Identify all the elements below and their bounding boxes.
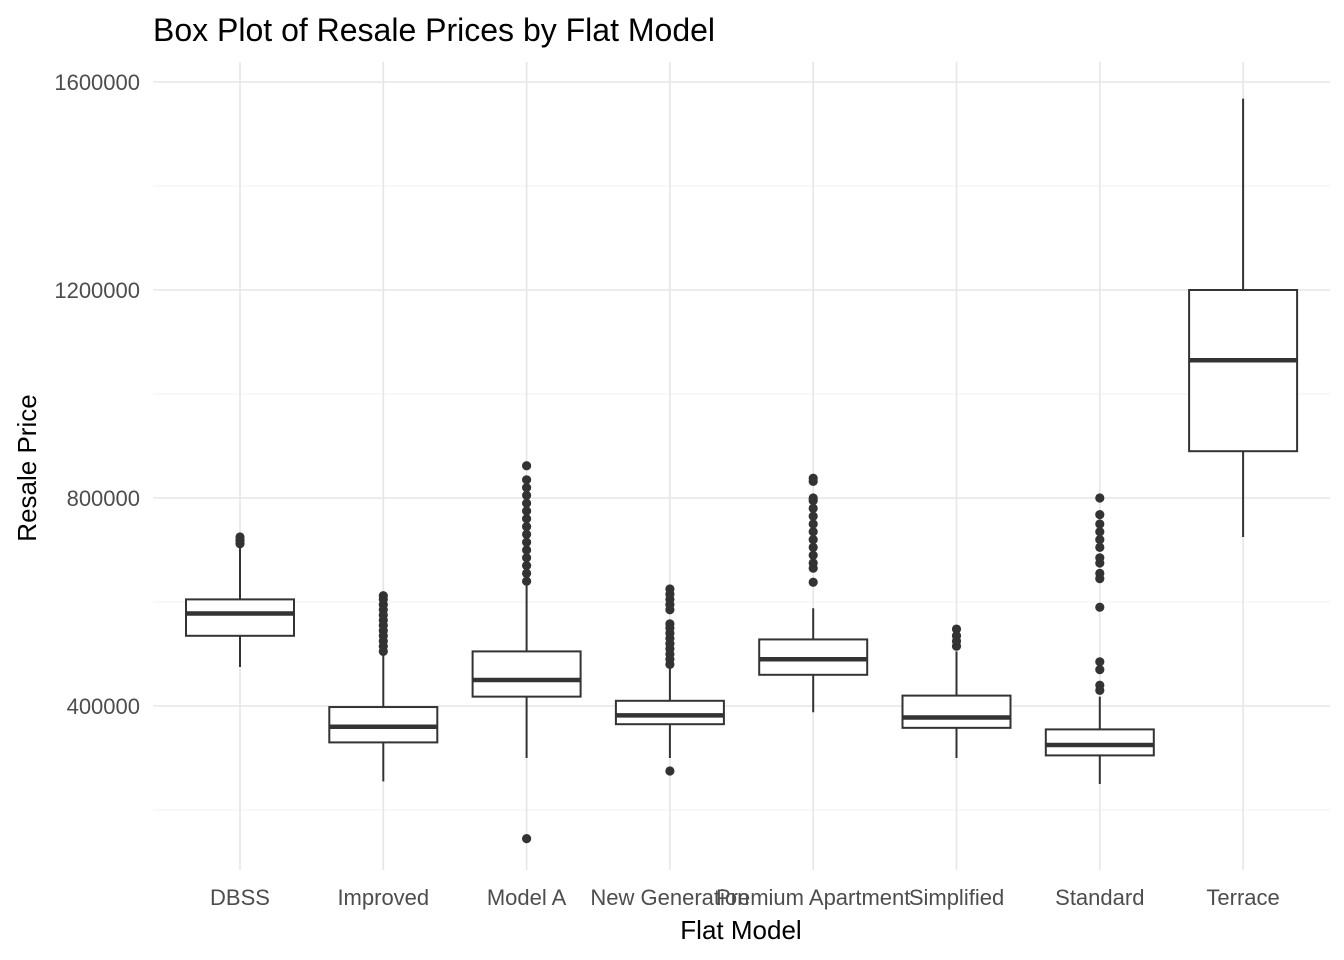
outlier-point: [1095, 519, 1105, 529]
chart-title: Box Plot of Resale Prices by Flat Model: [153, 12, 715, 48]
iqr-box: [471, 650, 582, 698]
box-dbss: [185, 532, 295, 667]
x-tick-label: Standard: [1055, 885, 1144, 910]
outlier-point: [522, 529, 532, 540]
iqr-box: [1044, 728, 1155, 757]
outlier-point: [1095, 510, 1105, 520]
outlier-point: [235, 532, 245, 542]
outlier-point: [522, 576, 532, 586]
x-tick-label: Premium Apartment: [716, 885, 910, 910]
iqr-box: [185, 598, 295, 637]
outlier-point: [1095, 665, 1105, 675]
outlier-point: [522, 461, 532, 471]
outlier-point: [951, 631, 962, 641]
outlier-point: [665, 584, 675, 594]
box-plot-series: [185, 98, 1299, 844]
iqr-box: [901, 694, 1012, 729]
y-tick-label: 1600000: [54, 70, 140, 95]
outlier-point: [522, 506, 532, 516]
outlier-point: [522, 498, 532, 508]
y-tick-label: 400000: [67, 694, 140, 719]
box-simplified: [901, 624, 1012, 758]
outlier-point: [808, 493, 818, 503]
outlier-point: [1095, 553, 1105, 563]
outlier-point: [808, 511, 818, 521]
iqr-box: [1188, 289, 1299, 453]
x-tick-label: New Generation: [590, 885, 749, 910]
outlier-point: [1095, 568, 1105, 579]
x-tick-label: Simplified: [909, 885, 1004, 910]
box-premium-apartment: [758, 473, 869, 713]
outlier-point: [1095, 527, 1105, 537]
outlier-point: [522, 522, 532, 532]
outlier-point: [522, 483, 532, 493]
x-tick-label: Model A: [487, 885, 567, 910]
outlier-point: [808, 503, 818, 513]
outlier-point: [522, 553, 532, 563]
x-tick-label: DBSS: [210, 885, 270, 910]
y-tick-label: 800000: [67, 486, 140, 511]
x-axis-tick-labels: DBSS Improved Model A New GenerationPremium…: [210, 885, 1280, 910]
outlier-point: [1095, 657, 1105, 667]
outlier-point: [522, 568, 532, 579]
outlier-point: [808, 577, 818, 587]
outlier-point: [1095, 542, 1105, 553]
outlier-point: [522, 490, 532, 500]
box-terrace: [1188, 98, 1299, 537]
y-axis-title: Resale Price: [12, 394, 42, 541]
outlier-point: [808, 558, 818, 568]
outlier-point: [1095, 493, 1105, 503]
box-new-generation: [614, 584, 725, 776]
outlier-point: [522, 561, 532, 571]
y-axis-tick-labels: 400000 800000 1200000 1600000: [54, 70, 140, 719]
x-tick-label: Terrace: [1206, 885, 1279, 910]
x-axis-title: Flat Model: [680, 915, 801, 945]
outlier-point: [665, 766, 675, 776]
outlier-point: [522, 545, 532, 555]
outlier-point: [378, 591, 388, 601]
outlier-point: [665, 619, 675, 629]
outlier-point: [808, 550, 818, 560]
box-standard: [1044, 493, 1155, 784]
outlier-point: [808, 527, 818, 537]
outlier-point: [522, 475, 532, 485]
outlier-point: [1095, 602, 1105, 612]
y-tick-label: 1200000: [54, 278, 140, 303]
outlier-point: [1095, 535, 1105, 545]
box-improved: [328, 591, 439, 782]
iqr-box: [614, 699, 725, 726]
outlier-point: [808, 535, 818, 545]
box-model-a: [471, 461, 582, 844]
outlier-point: [808, 473, 818, 483]
outlier-point: [1095, 680, 1105, 690]
outlier-point: [522, 537, 532, 547]
outlier-point: [808, 542, 818, 553]
outlier-point: [808, 519, 818, 529]
x-tick-label: Improved: [337, 885, 429, 910]
outlier-point: [951, 624, 962, 634]
outlier-point: [522, 834, 532, 844]
outlier-point: [522, 514, 532, 524]
